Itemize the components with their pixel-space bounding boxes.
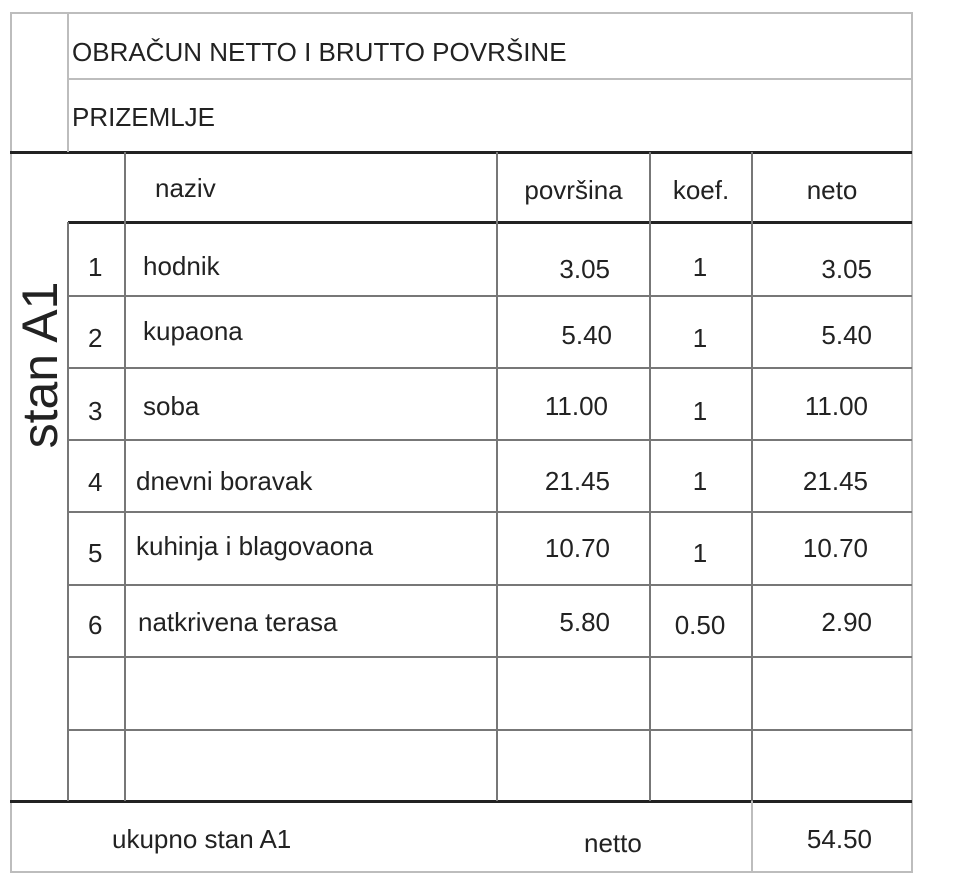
divider <box>10 151 912 154</box>
divider <box>649 152 651 801</box>
divider <box>751 152 753 801</box>
border-left <box>10 12 12 873</box>
divider <box>68 656 912 658</box>
row-area: 11.00 <box>544 391 608 421</box>
row-net: 5.40 <box>821 320 872 350</box>
divider <box>124 152 126 801</box>
row-name: dnevni boravak <box>136 466 313 496</box>
divider <box>68 511 912 513</box>
row-number: 3 <box>88 396 103 426</box>
row-net: 21.45 <box>802 466 868 496</box>
border-right <box>911 12 913 873</box>
column-header-net: neto <box>806 175 858 205</box>
divider <box>68 78 912 80</box>
divider <box>68 221 912 224</box>
total-label: ukupno stan A1 <box>112 824 292 854</box>
row-coef: 1 <box>692 323 708 353</box>
row-coef: 1 <box>692 252 708 282</box>
total-value: 54.50 <box>806 824 872 854</box>
row-net: 11.00 <box>804 391 868 421</box>
row-number: 2 <box>88 323 103 353</box>
divider <box>496 152 498 801</box>
divider <box>68 439 912 441</box>
floor-label: PRIZEMLJE <box>72 102 216 132</box>
divider <box>68 367 912 369</box>
row-area: 5.80 <box>559 607 610 637</box>
divider <box>67 222 69 801</box>
row-number: 1 <box>88 252 103 282</box>
unit-label: stan A1 <box>12 281 68 449</box>
row-area: 3.05 <box>559 254 610 284</box>
row-coef: 1 <box>692 466 708 496</box>
divider <box>68 295 912 297</box>
divider <box>67 12 69 152</box>
row-number: 6 <box>88 610 103 640</box>
divider <box>751 801 753 872</box>
row-name: kupaona <box>143 316 243 346</box>
column-header-coef: koef. <box>672 175 730 205</box>
column-header-name: naziv <box>155 173 216 203</box>
table-title: OBRAČUN NETTO I BRUTTO POVRŠINE <box>72 37 567 67</box>
row-area: 5.40 <box>561 320 612 350</box>
row-coef: 1 <box>692 396 708 426</box>
column-header-area: površina <box>524 175 623 205</box>
row-name: soba <box>143 391 200 421</box>
border-top <box>10 12 912 14</box>
row-coef: 1 <box>692 538 708 568</box>
row-name: natkrivena terasa <box>138 607 338 637</box>
row-net: 10.70 <box>802 533 868 563</box>
total-type: netto <box>584 828 642 858</box>
divider <box>68 729 912 731</box>
divider <box>10 800 912 803</box>
row-coef: 0.50 <box>674 610 726 640</box>
row-area: 10.70 <box>544 533 610 563</box>
row-number: 4 <box>88 467 103 497</box>
border-bottom <box>10 871 912 873</box>
row-name: hodnik <box>143 251 220 281</box>
row-net: 3.05 <box>821 254 872 284</box>
divider <box>68 584 912 586</box>
row-net: 2.90 <box>821 607 872 637</box>
row-area: 21.45 <box>544 466 610 496</box>
row-name: kuhinja i blagovaona <box>136 531 374 561</box>
row-number: 5 <box>88 538 103 568</box>
